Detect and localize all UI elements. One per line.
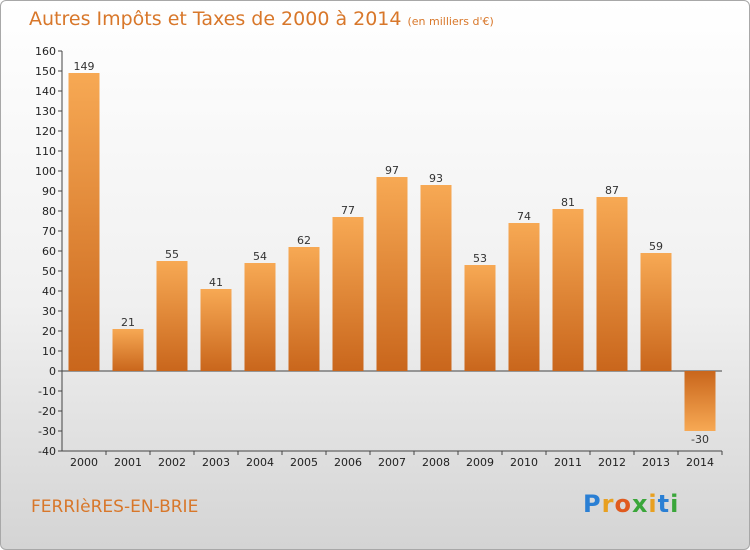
x-tick-label: 2009 (466, 456, 494, 469)
data-label: 53 (473, 252, 487, 265)
x-tick-label: 2001 (114, 456, 142, 469)
y-tick-label: 50 (42, 265, 56, 278)
logo-letter: t (657, 490, 671, 518)
y-tick-label: 60 (42, 245, 56, 258)
data-label: 81 (561, 196, 575, 209)
logo-letter: r (601, 490, 615, 518)
x-tick-label: 2012 (598, 456, 626, 469)
y-tick-label: 160 (35, 45, 56, 58)
y-tick-label: 120 (35, 125, 56, 138)
data-label: 87 (605, 184, 619, 197)
x-tick-label: 2010 (510, 456, 538, 469)
y-tick-label: -40 (38, 445, 56, 458)
bar (112, 329, 144, 371)
bar (244, 263, 276, 371)
y-tick-label: -30 (38, 425, 56, 438)
y-tick-label: 110 (35, 145, 56, 158)
y-tick-label: 90 (42, 185, 56, 198)
chart-unit: (en milliers d'€) (407, 15, 494, 28)
bars (68, 73, 716, 431)
x-tick-label: 2003 (202, 456, 230, 469)
data-label: 62 (297, 234, 311, 247)
bar (68, 73, 100, 371)
bar (640, 253, 672, 371)
data-label: 93 (429, 172, 443, 185)
bar (464, 265, 496, 371)
bar (288, 247, 320, 371)
bar (376, 177, 408, 371)
logo-letter: x (631, 490, 649, 518)
x-tick-label: 2000 (70, 456, 98, 469)
bar (156, 261, 188, 371)
data-label: 55 (165, 248, 179, 261)
logo-letter: i (670, 490, 680, 518)
data-label: 59 (649, 240, 663, 253)
bar (552, 209, 584, 371)
bar (200, 289, 232, 371)
y-tick-label: 40 (42, 285, 56, 298)
proxiti-logo: Proxiti (583, 490, 679, 518)
city-name: FERRIèRES-EN-BRIE (31, 497, 199, 517)
y-tick-label: -20 (38, 405, 56, 418)
y-tick-label: 30 (42, 305, 56, 318)
bar (332, 217, 364, 371)
bar (420, 185, 452, 371)
data-label: 77 (341, 204, 355, 217)
data-label: -30 (691, 433, 709, 446)
chart-title-text: Autres Impôts et Taxes de 2000 à 2014 (29, 8, 402, 30)
data-label: 74 (517, 210, 531, 223)
y-tick-label: 70 (42, 225, 56, 238)
y-tick-label: 20 (42, 325, 56, 338)
y-tick-label: 10 (42, 345, 56, 358)
x-tick-label: 2008 (422, 456, 450, 469)
x-tick-label: 2006 (334, 456, 362, 469)
logo-letter: o (614, 490, 632, 518)
x-tick-label: 2004 (246, 456, 274, 469)
y-tick-label: 140 (35, 85, 56, 98)
bar (508, 223, 540, 371)
bar (596, 197, 628, 371)
logo-letter: P (583, 490, 602, 518)
y-tick-label: -10 (38, 385, 56, 398)
chart-title: Autres Impôts et Taxes de 2000 à 2014 (en… (29, 8, 494, 30)
x-tick-label: 2011 (554, 456, 582, 469)
y-tick-label: 80 (42, 205, 56, 218)
x-tick-label: 2005 (290, 456, 318, 469)
bar (684, 371, 716, 431)
data-label: 21 (121, 316, 135, 329)
data-labels: 149 21 55 41 54 62 77 97 93 53 74 81 87 59 -30 (74, 60, 709, 446)
x-tick-label: 2014 (686, 456, 714, 469)
x-tick-label: 2007 (378, 456, 406, 469)
data-label: 97 (385, 164, 399, 177)
axes: 1601501401301201101009080706050403020100… (35, 45, 723, 469)
x-tick-label: 2002 (158, 456, 186, 469)
data-label: 41 (209, 276, 223, 289)
data-label: 54 (253, 250, 267, 263)
data-label: 149 (74, 60, 95, 73)
x-tick-label: 2013 (642, 456, 670, 469)
y-tick-label: 0 (49, 365, 56, 378)
y-tick-label: 100 (35, 165, 56, 178)
logo-letter: i (648, 490, 658, 518)
y-tick-label: 130 (35, 105, 56, 118)
y-tick-label: 150 (35, 65, 56, 78)
